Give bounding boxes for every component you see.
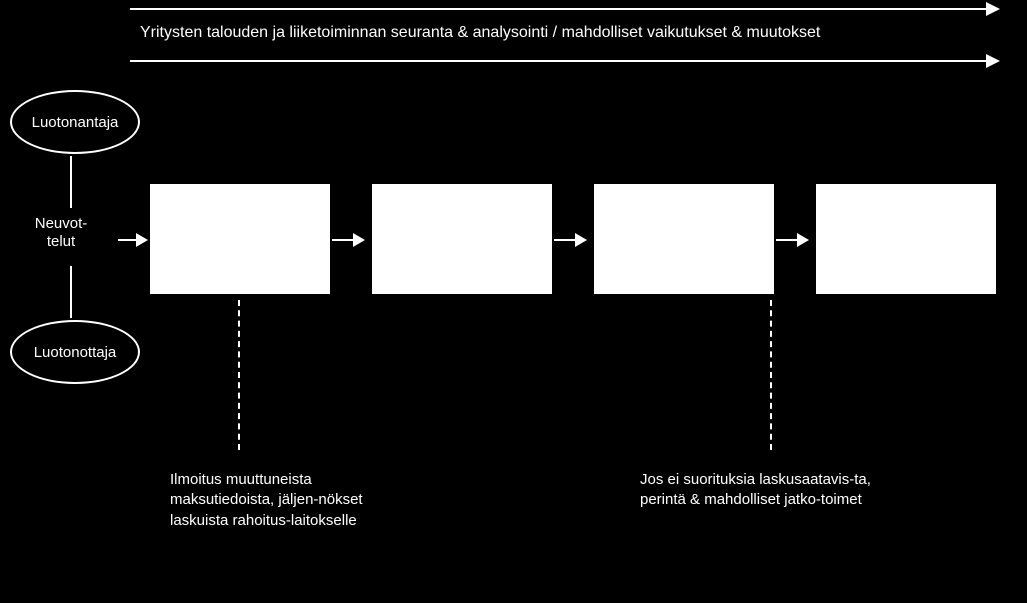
arrow-shaft <box>130 60 986 62</box>
arrow-head-icon <box>797 233 809 247</box>
header-text: Yritysten talouden ja liiketoiminnan seu… <box>140 24 997 42</box>
actor-borrower-ellipse: Luotonottaja <box>10 320 140 384</box>
note-left: Ilmoitus muuttuneista maksutiedoista, jä… <box>170 470 390 531</box>
connector-line <box>70 156 72 208</box>
negotiations-label: Neuvot- telut <box>18 215 104 251</box>
actor-lender-ellipse: Luotonantaja <box>10 90 140 154</box>
actor-lender-label: Luotonantaja <box>32 114 119 131</box>
process-step-box <box>150 184 330 294</box>
arrow-head-icon <box>986 54 1000 68</box>
arrow-shaft <box>118 239 136 241</box>
arrow-shaft <box>776 239 797 241</box>
dashed-connector <box>770 300 772 450</box>
process-step-box <box>816 184 996 294</box>
diagram-stage: Yritysten talouden ja liiketoiminnan seu… <box>0 0 1027 603</box>
arrow-head-icon <box>986 2 1000 16</box>
arrow-shaft <box>130 8 986 10</box>
arrow-head-icon <box>136 233 148 247</box>
arrow-shaft <box>554 239 575 241</box>
arrow-head-icon <box>353 233 365 247</box>
connector-line <box>70 266 72 318</box>
arrow-head-icon <box>575 233 587 247</box>
dashed-connector <box>238 300 240 450</box>
process-step-box <box>372 184 552 294</box>
arrow-shaft <box>332 239 353 241</box>
process-step-box <box>594 184 774 294</box>
note-right: Jos ei suorituksia laskusaatavis-ta, per… <box>640 470 900 511</box>
actor-borrower-label: Luotonottaja <box>34 344 117 361</box>
